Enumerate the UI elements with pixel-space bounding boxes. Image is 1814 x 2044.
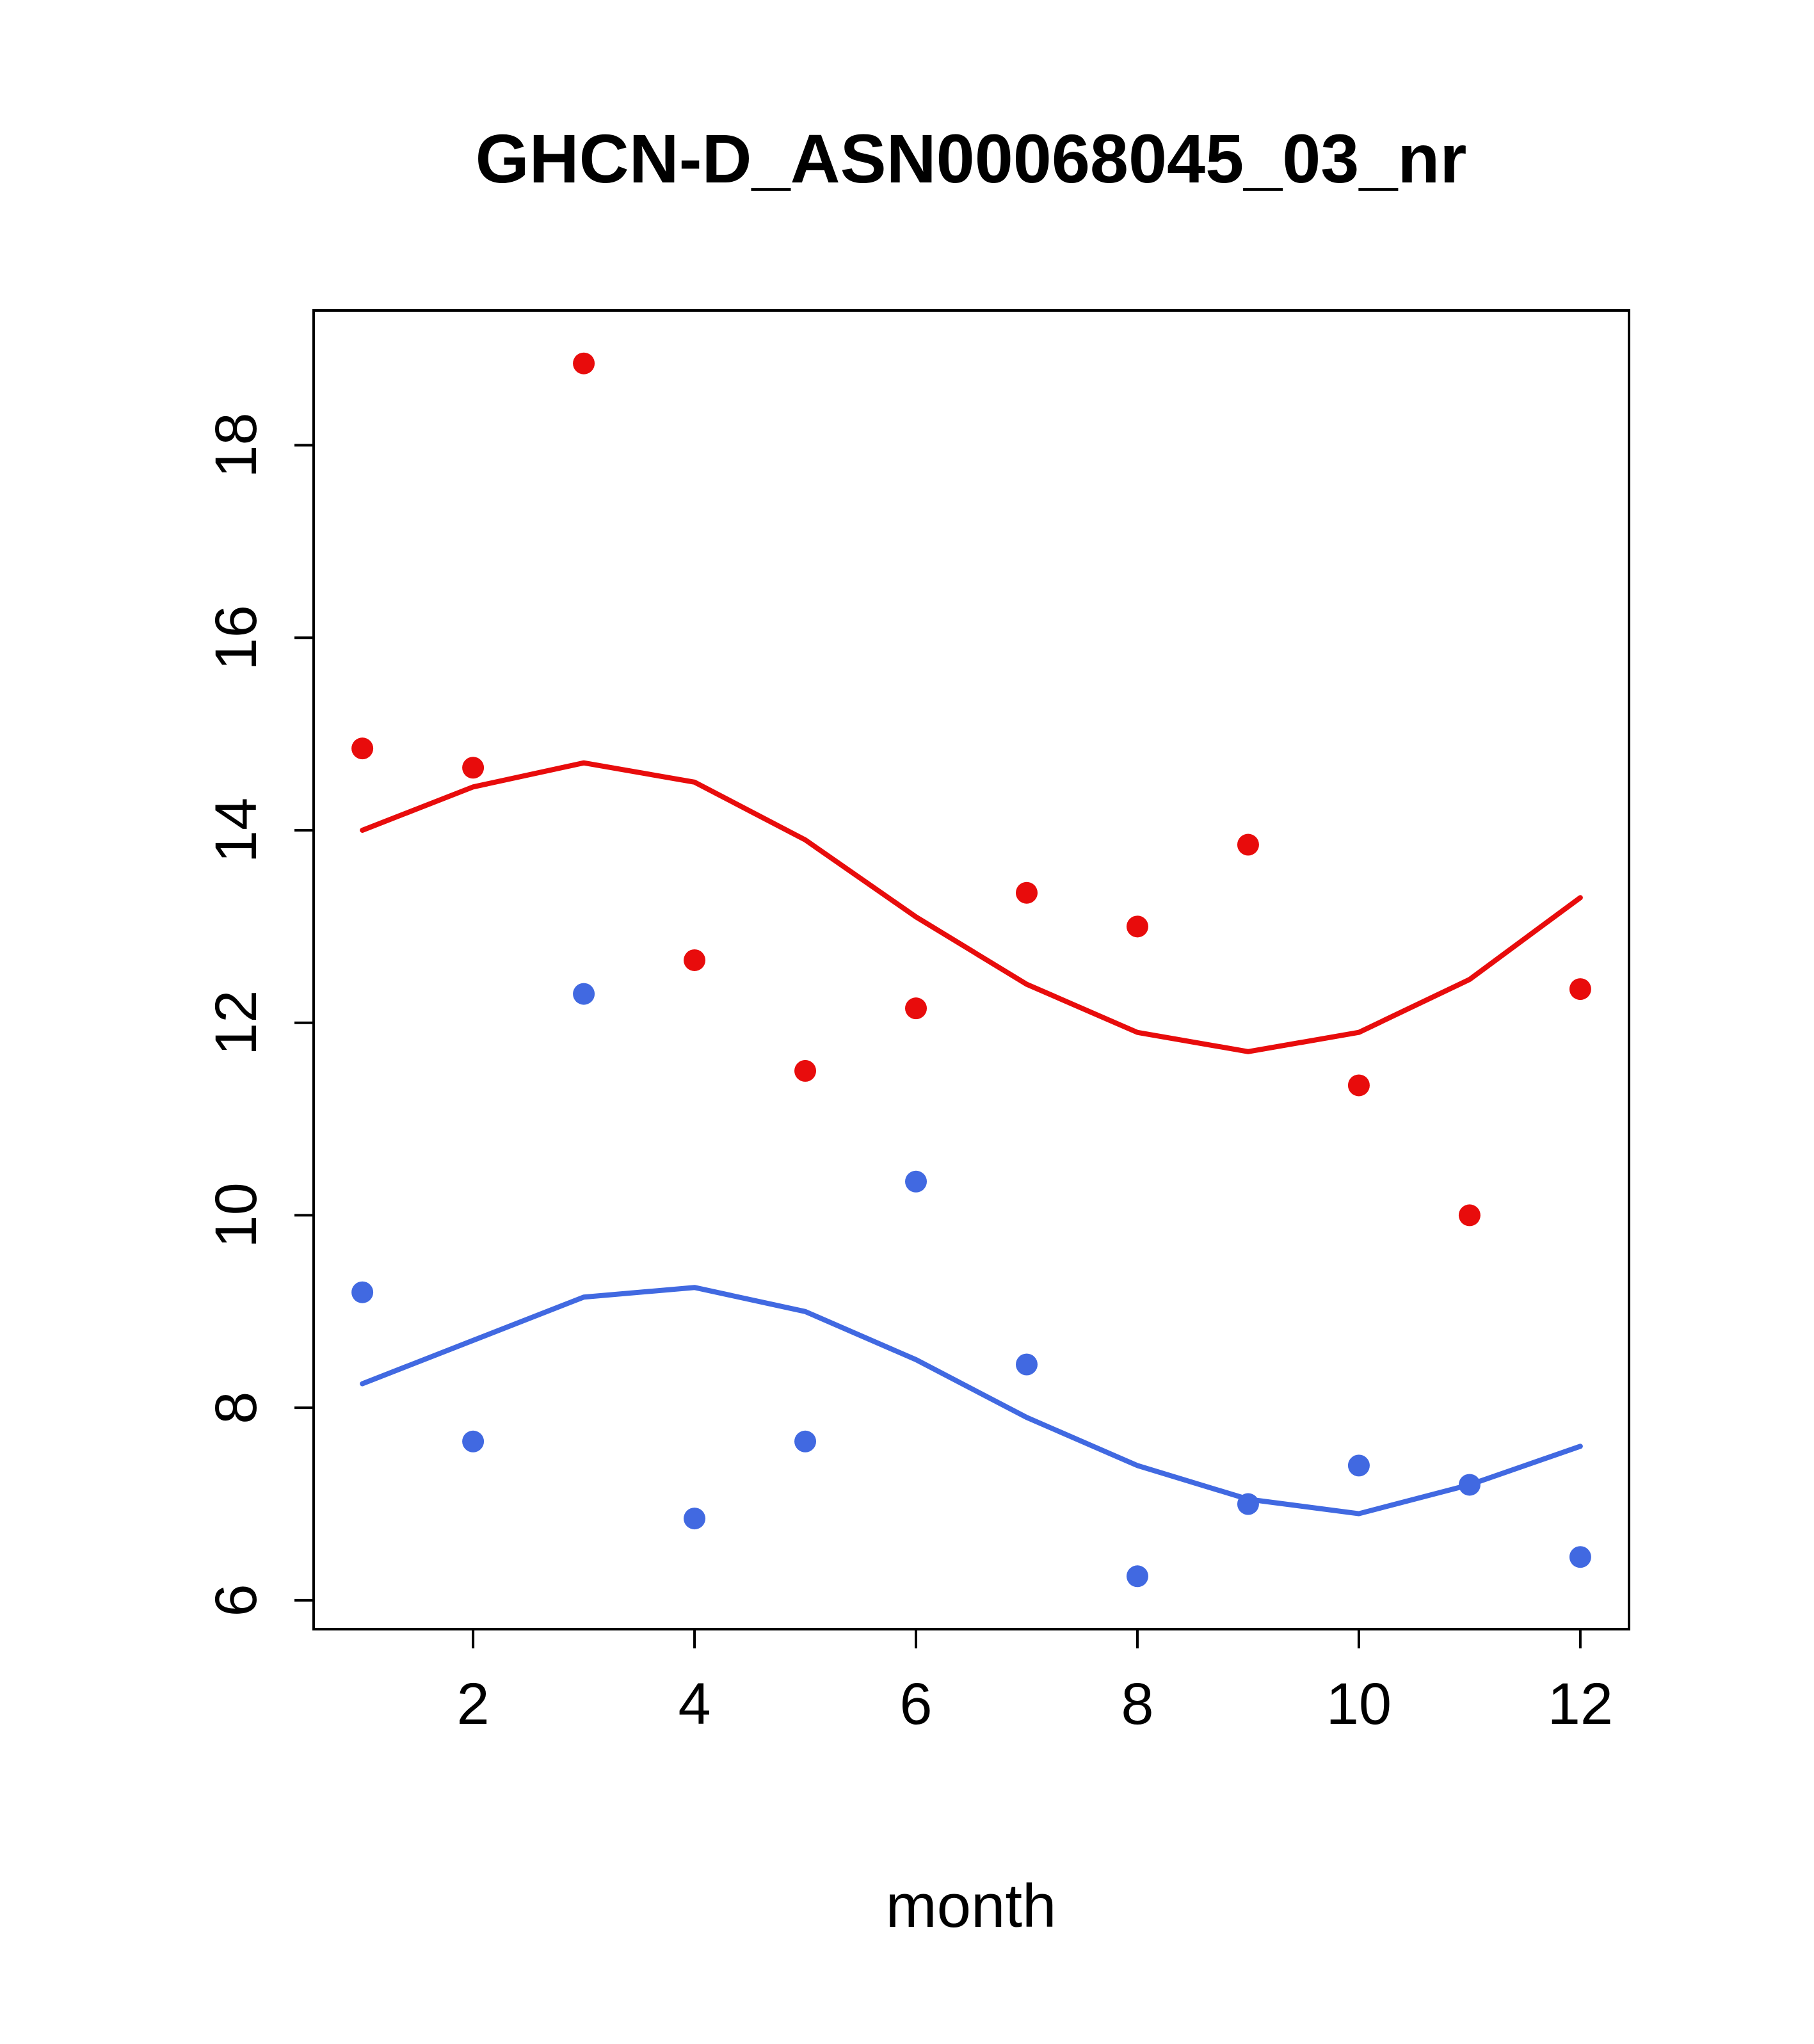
x-tick-label: 6 [899, 1671, 932, 1737]
x-tick-label: 8 [1121, 1671, 1153, 1737]
red-point [1237, 833, 1259, 856]
y-tick-label: 8 [204, 1392, 269, 1424]
red-point [1569, 978, 1591, 1001]
y-tick-label: 12 [204, 990, 269, 1056]
blue-smooth-line [360, 1285, 1583, 1517]
red-point [573, 352, 595, 374]
x-tick-label: 4 [678, 1671, 710, 1737]
x-axis-label: month [886, 1872, 1057, 1940]
series-points [351, 352, 1591, 1588]
x-tick-label: 10 [1326, 1671, 1392, 1737]
y-tick-label: 18 [204, 412, 269, 478]
blue-point [351, 1281, 374, 1303]
x-axis-ticks: 2 4 6 8 10 12 [457, 1629, 1613, 1737]
blue-point [1126, 1565, 1148, 1588]
red-smooth-line [360, 760, 1583, 1054]
blue-point [1458, 1474, 1481, 1496]
chart-title: GHCN-D_ASN00068045_03_nr [476, 120, 1467, 197]
y-tick-label: 14 [204, 798, 269, 863]
red-point [1126, 915, 1148, 938]
blue-point [573, 983, 595, 1005]
red-point [1458, 1204, 1481, 1227]
x-tick-label: 2 [457, 1671, 490, 1737]
y-tick-label: 16 [204, 605, 269, 670]
blue-point [1569, 1546, 1591, 1568]
blue-point [684, 1508, 706, 1530]
y-axis-ticks: 6 8 10 12 14 16 18 [204, 412, 314, 1616]
blue-point [462, 1430, 485, 1453]
red-point [462, 757, 485, 779]
series-lines [360, 760, 1583, 1517]
blue-point [1347, 1454, 1370, 1477]
blue-point [905, 1170, 927, 1193]
y-tick-label: 6 [204, 1584, 269, 1616]
red-point [905, 997, 927, 1020]
red-point [684, 949, 706, 971]
blue-point [1237, 1493, 1259, 1515]
red-point [794, 1059, 817, 1082]
blue-point [1015, 1353, 1038, 1376]
plot-box [312, 309, 1630, 1630]
y-tick-label: 10 [204, 1182, 269, 1248]
blue-point [794, 1430, 817, 1453]
x-tick-label: 12 [1548, 1671, 1613, 1737]
red-point [351, 737, 374, 760]
red-point [1347, 1074, 1370, 1097]
red-point [1015, 881, 1038, 904]
